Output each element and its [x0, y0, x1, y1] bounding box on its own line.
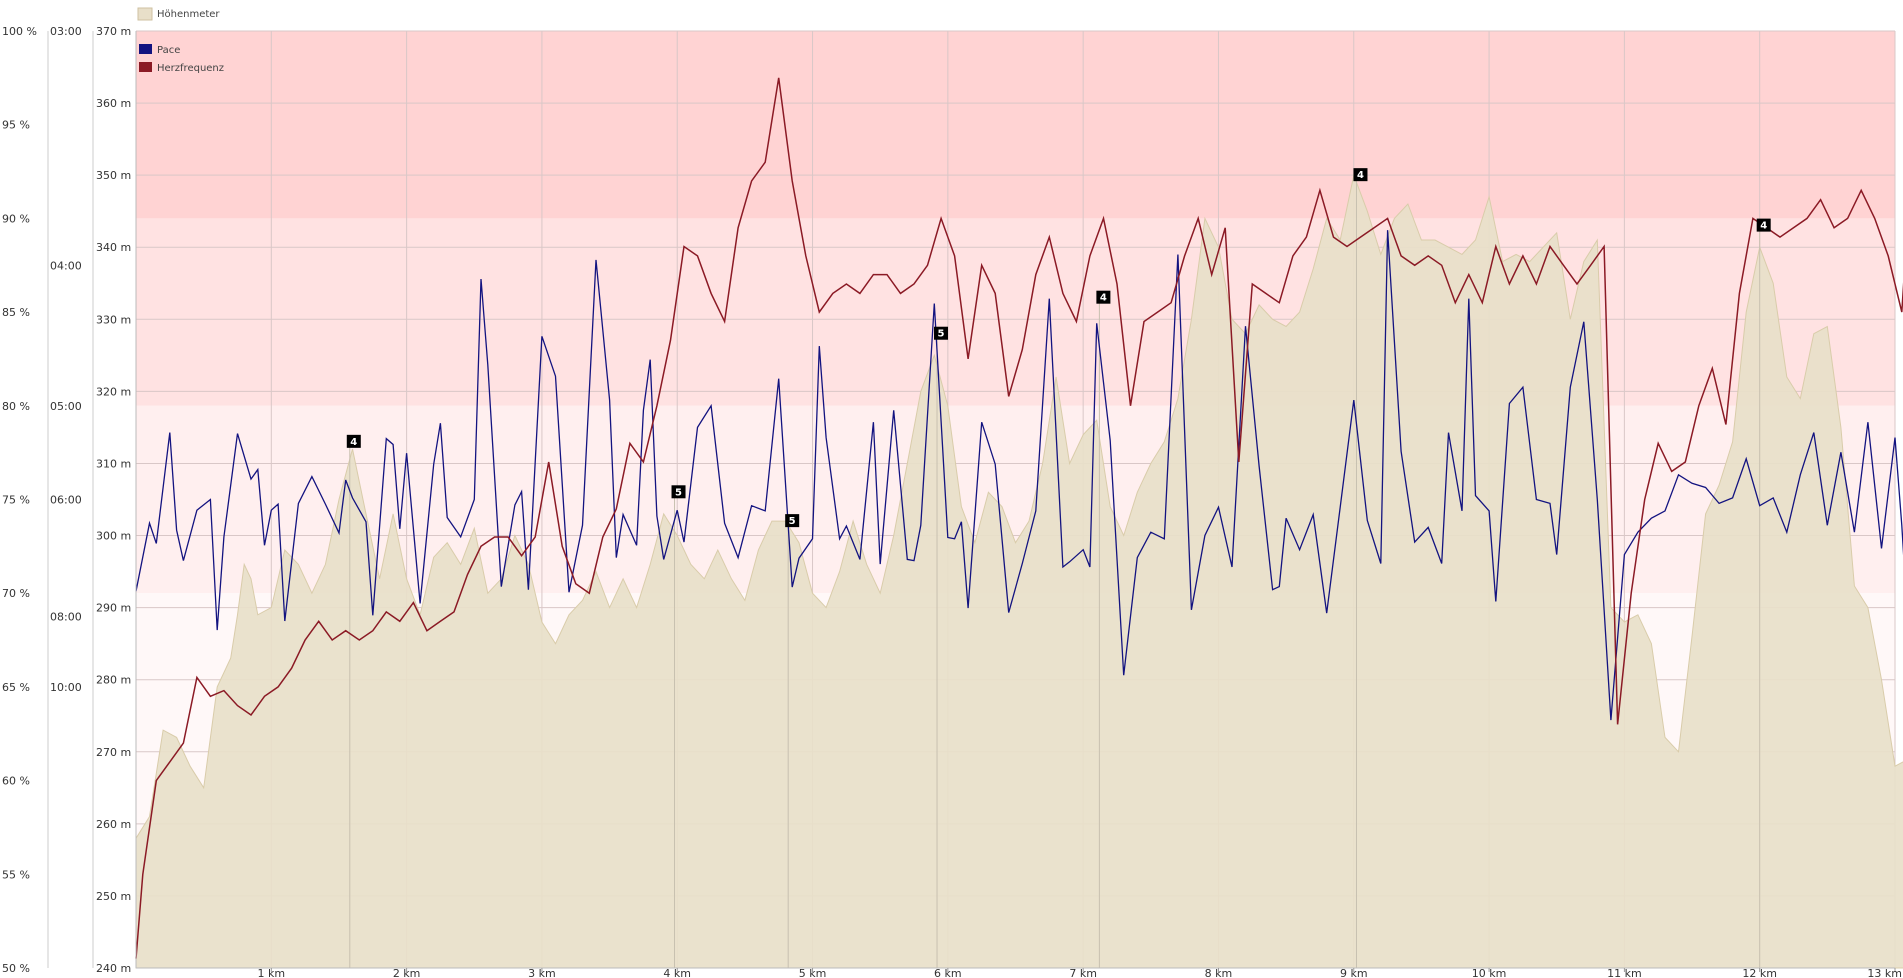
lap-marker-box-2	[785, 514, 800, 528]
hr-tick-label-2: 90 %	[2, 212, 30, 225]
elev-tick-label-13: 240 m	[96, 962, 131, 975]
hr-tick-label-1: 95 %	[2, 119, 30, 132]
pace-polyline	[135, 230, 1903, 721]
hr-tick-label-8: 60 %	[2, 775, 30, 788]
hr-tick-label-0: 100 %	[2, 25, 37, 38]
pace-tick-label-1: 04:00	[50, 259, 82, 272]
lap-marker-label-2: 5	[789, 516, 796, 527]
pace-tick-label-2: 05:00	[50, 400, 82, 413]
pace-tick-label-0: 03:00	[50, 25, 82, 38]
legend-elevation-swatch	[137, 7, 153, 21]
lap-marker-box-6	[1756, 218, 1771, 232]
hr-tick-label-7: 65 %	[2, 681, 30, 694]
x-tick-label-7: 8 km	[1205, 967, 1233, 978]
elev-tick-label-11: 260 m	[96, 818, 131, 831]
lap-marker-box-3	[934, 326, 949, 340]
x-tick-label-5: 6 km	[934, 967, 962, 978]
hr-tick-label-9: 55 %	[2, 868, 30, 881]
elev-tick-label-2: 350 m	[96, 169, 131, 182]
lap-markers: 4 5 5 5 4 4 4	[346, 168, 1771, 528]
legend-hr-label: Herzfrequenz	[157, 63, 224, 74]
x-tick-label-12: 13 km	[1867, 967, 1902, 978]
legend-pace-swatch	[139, 44, 152, 54]
elev-tick-label-6: 310 m	[96, 457, 131, 470]
marker-lines	[349, 175, 1761, 968]
x-tick-label-2: 3 km	[528, 967, 556, 978]
lap-marker-label-3: 5	[938, 329, 945, 340]
lap-marker-label-5: 4	[1357, 170, 1364, 181]
x-tick-label-11: 12 km	[1742, 967, 1777, 978]
legend-hr-swatch	[139, 62, 152, 72]
elev-tick-label-1: 360 m	[96, 97, 131, 110]
x-tick-label-3: 4 km	[663, 967, 691, 978]
hr-zone-1	[136, 218, 1895, 406]
x-tick-label-4: 5 km	[799, 967, 827, 978]
legend-inner[interactable]: Pace Herzfrequenz	[139, 44, 224, 74]
hr-tick-label-6: 70 %	[2, 587, 30, 600]
elev-tick-label-5: 320 m	[96, 385, 131, 398]
legend-pace-label: Pace	[157, 45, 180, 56]
elev-tick-label-3: 340 m	[96, 241, 131, 254]
legend-elevation-label: Höhenmeter	[157, 9, 220, 20]
lap-marker-box-0	[346, 434, 361, 448]
pace-tick-label-5: 10:00	[50, 681, 82, 694]
lap-marker-box-4	[1096, 290, 1111, 304]
elev-tick-label-9: 280 m	[96, 674, 131, 687]
pace-tick-label-4: 08:00	[50, 611, 82, 624]
lap-marker-label-0: 4	[350, 437, 357, 448]
hr-tick-label-3: 85 %	[2, 306, 30, 319]
lap-marker-label-4: 4	[1100, 293, 1107, 304]
x-tick-label-0: 1 km	[258, 967, 286, 978]
axes: 1 km 2 km 3 km 4 km 5 km 6 km 7 km 8 km 9 km 10 k…	[2, 25, 1902, 978]
hr-tick-label-4: 80 %	[2, 400, 30, 413]
pace-line	[135, 230, 1903, 721]
elev-tick-label-8: 290 m	[96, 602, 131, 615]
lap-marker-box-1	[671, 485, 686, 499]
heart-rate-polyline	[135, 77, 1903, 959]
elev-tick-label-4: 330 m	[96, 313, 131, 326]
x-tick-label-1: 2 km	[393, 967, 421, 978]
elev-tick-label-7: 300 m	[96, 530, 131, 543]
hr-tick-label-10: 50 %	[2, 962, 30, 975]
pace-tick-label-3: 06:00	[50, 494, 82, 507]
lap-marker-label-1: 5	[675, 487, 682, 498]
elev-tick-label-12: 250 m	[96, 890, 131, 903]
elev-tick-label-0: 370 m	[96, 25, 131, 38]
legend-top[interactable]: Höhenmeter	[137, 7, 220, 21]
x-tick-label-10: 11 km	[1607, 967, 1642, 978]
hr-zone-0	[136, 31, 1895, 219]
hr-tick-label-5: 75 %	[2, 494, 30, 507]
elev-tick-label-10: 270 m	[96, 746, 131, 759]
x-tick-label-9: 10 km	[1472, 967, 1507, 978]
heart-rate-line	[135, 77, 1903, 959]
lap-marker-label-6: 4	[1760, 221, 1767, 232]
x-tick-label-6: 7 km	[1069, 967, 1097, 978]
x-tick-label-8: 9 km	[1340, 967, 1368, 978]
lap-marker-box-5	[1353, 168, 1368, 182]
